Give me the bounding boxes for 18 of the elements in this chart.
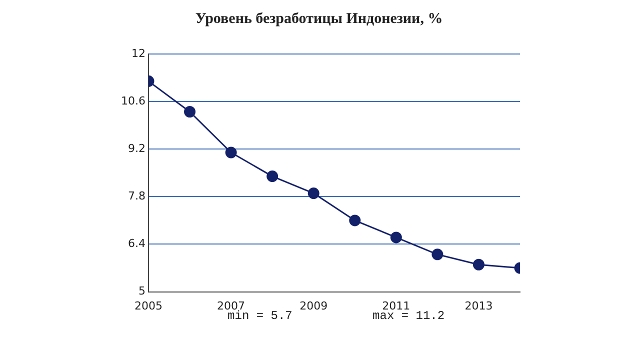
y-tick-label: 12 — [131, 46, 146, 60]
y-tick-label: 5 — [138, 284, 146, 298]
point — [390, 232, 402, 244]
x-tick-label: 2013 — [464, 299, 493, 312]
y-tick-label: 6.4 — [128, 237, 146, 250]
point — [432, 248, 444, 260]
point — [184, 106, 196, 118]
point — [472, 258, 484, 270]
point — [349, 214, 361, 226]
x-tick-label: 2005 — [134, 299, 162, 312]
y-tick-label: 10.6 — [120, 94, 146, 108]
point — [308, 188, 320, 200]
x-tick-label: 2009 — [300, 299, 328, 312]
chart-title: Уровень безработицы Индонезии, % — [195, 10, 443, 27]
y-tick-label: 7.8 — [128, 190, 146, 203]
y-tick-label: 9.2 — [128, 142, 146, 155]
point — [266, 170, 278, 182]
point — [225, 146, 237, 158]
